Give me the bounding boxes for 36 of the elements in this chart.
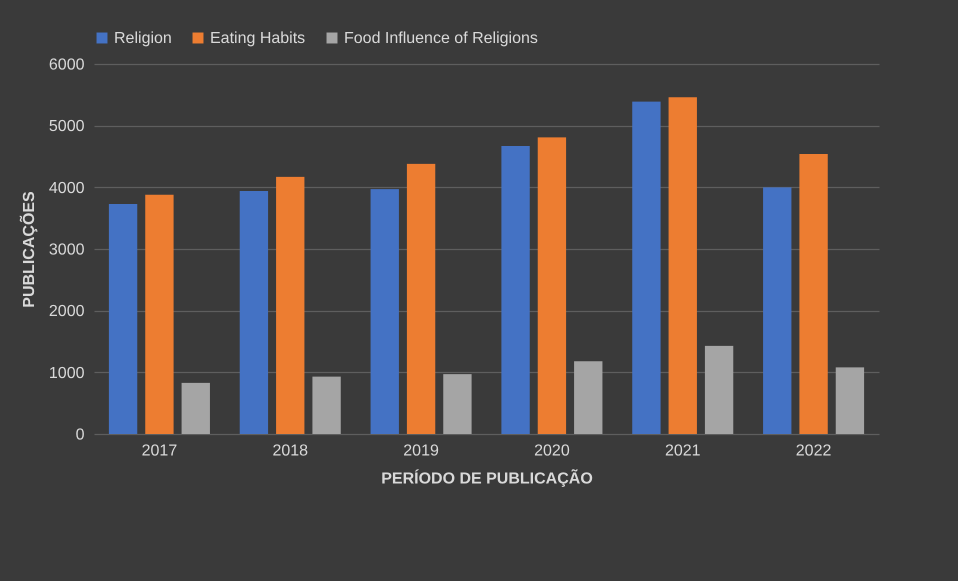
- bar: [501, 146, 530, 434]
- bar: [763, 187, 792, 434]
- bar: [182, 382, 210, 434]
- y-tick-label: 0: [76, 426, 85, 444]
- bar: [574, 361, 602, 434]
- bar: [276, 176, 304, 434]
- x-tick-label: 2018: [272, 442, 308, 460]
- legend-label: Food Influence of Religions: [344, 30, 538, 47]
- y-tick-label: 1000: [48, 364, 85, 382]
- legend-label: Religion: [114, 30, 172, 47]
- bar: [145, 194, 174, 434]
- y-tick-label: 6000: [48, 56, 85, 74]
- bar: [704, 346, 734, 434]
- bar: [370, 189, 399, 434]
- bar: [632, 102, 661, 434]
- bar: [443, 374, 472, 434]
- bar: [312, 376, 341, 434]
- y-axis-title: PUBLICAÇÕES: [18, 190, 38, 308]
- y-tick-label: 2000: [48, 303, 85, 320]
- bar: [836, 367, 864, 434]
- bar: [108, 204, 138, 434]
- bar: [538, 137, 566, 434]
- bar: [406, 164, 436, 434]
- y-tick-label: 4000: [48, 180, 85, 197]
- bar: [240, 191, 268, 434]
- x-tick-label: 2019: [403, 442, 439, 460]
- x-axis-title: PERÍODO DE PUBLICAÇÃO: [381, 468, 593, 488]
- y-tick-label: 5000: [48, 118, 85, 136]
- x-tick-label: 2020: [534, 442, 570, 460]
- x-tick-label: 2017: [142, 442, 178, 460]
- bar: [799, 154, 828, 434]
- y-tick-label: 3000: [48, 242, 85, 258]
- bar: [668, 97, 697, 434]
- x-tick-label: 2022: [796, 442, 832, 460]
- legend-label: Eating Habits: [210, 30, 306, 47]
- x-tick-label: 2021: [664, 442, 701, 460]
